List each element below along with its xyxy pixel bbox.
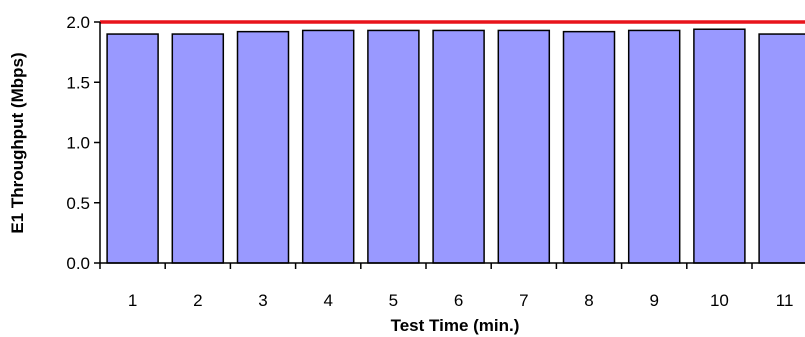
x-tick-label: 5 xyxy=(389,291,398,310)
bar-minute-10 xyxy=(693,28,746,264)
bars-layer xyxy=(106,28,805,264)
y-axis-title: E1 Throughput (Mbps) xyxy=(8,52,27,233)
x-ticks-layer: 1 2 3 4 5 6 7 8 9 10 11 xyxy=(99,263,794,310)
x-tick-label: 11 xyxy=(776,291,794,310)
y-tick-label: 0.5 xyxy=(66,194,90,213)
bar-minute-9 xyxy=(627,29,681,264)
x-tick-label: 9 xyxy=(649,291,658,310)
x-tick-label: 1 xyxy=(128,291,137,310)
bar-minute-6 xyxy=(432,29,485,264)
y-ticks-layer: 0.0 0.5 1.0 1.5 2.0 xyxy=(66,13,100,273)
y-tick-label: 2.0 xyxy=(66,13,90,32)
y-tick-label: 1.5 xyxy=(66,73,90,92)
x-axis-title: Test Time (min.) xyxy=(391,316,520,335)
x-tick-label: 2 xyxy=(193,291,202,310)
bar-minute-3 xyxy=(236,30,290,264)
bar-minute-4 xyxy=(301,29,355,264)
x-tick-label: 6 xyxy=(454,291,463,310)
x-tick-label: 10 xyxy=(710,291,729,310)
x-tick-label: 3 xyxy=(258,291,267,310)
bar-minute-11 xyxy=(758,33,805,264)
bar-minute-2 xyxy=(171,33,225,264)
y-tick-label: 0.0 xyxy=(66,254,90,273)
bar-minute-5 xyxy=(367,29,420,264)
y-tick-label: 1.0 xyxy=(66,134,90,153)
x-tick-label: 8 xyxy=(584,291,593,310)
x-tick-label: 4 xyxy=(323,291,332,310)
x-tick-label: 7 xyxy=(519,291,528,310)
bar-minute-8 xyxy=(562,30,616,264)
bar-minute-1 xyxy=(106,33,159,264)
bar-minute-7 xyxy=(497,29,551,264)
